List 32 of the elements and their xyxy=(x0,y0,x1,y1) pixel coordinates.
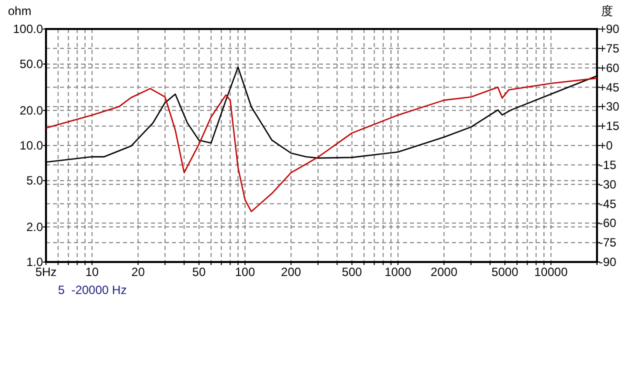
y2-tick-label: +15 xyxy=(599,119,620,134)
x-tick-label: 200 xyxy=(281,265,302,279)
y2-tick-label: -30 xyxy=(599,177,617,192)
x-tick-label: 5000 xyxy=(492,265,519,279)
y2-tick-label: -45 xyxy=(599,196,617,211)
x-tick-label: 1000 xyxy=(384,265,412,279)
y2-tick-label: +0 xyxy=(599,138,614,152)
y-tick-label: 5.0 xyxy=(26,174,44,188)
text: 5 -20000 Hz xyxy=(58,283,127,297)
y-axis-title: ohm xyxy=(8,4,32,18)
y-tick-label: 20.0 xyxy=(20,103,44,118)
y2-tick-label: +45 xyxy=(599,80,620,94)
x-tick-label: 100 xyxy=(235,265,256,279)
y2-axis-title: 度 xyxy=(601,4,613,18)
y-tick-label: 10.0 xyxy=(20,138,44,152)
x-tick-label: 50 xyxy=(192,265,206,279)
y-tick-label: 50.0 xyxy=(20,57,44,72)
y-tick-label: 100.0 xyxy=(12,22,44,36)
y2-tick-label: +30 xyxy=(599,100,620,114)
y2-tick-label: -90 xyxy=(599,255,617,269)
y2-tick-label: -60 xyxy=(599,216,617,230)
y-tick-label: 2.0 xyxy=(26,220,44,234)
y2-tick-label: +90 xyxy=(599,22,620,36)
x-tick-label: 500 xyxy=(342,265,362,279)
y2-tick-label: +75 xyxy=(599,41,620,56)
x-tick-label: 10000 xyxy=(534,265,568,279)
y2-tick-label: +60 xyxy=(599,60,620,75)
y2-tick-label: -75 xyxy=(599,236,617,250)
x-tick-label: 20 xyxy=(131,265,146,279)
x-tick-label: 2000 xyxy=(430,265,458,279)
y2-tick-label: -15 xyxy=(599,158,617,172)
x-tick-label: 10 xyxy=(85,265,100,279)
